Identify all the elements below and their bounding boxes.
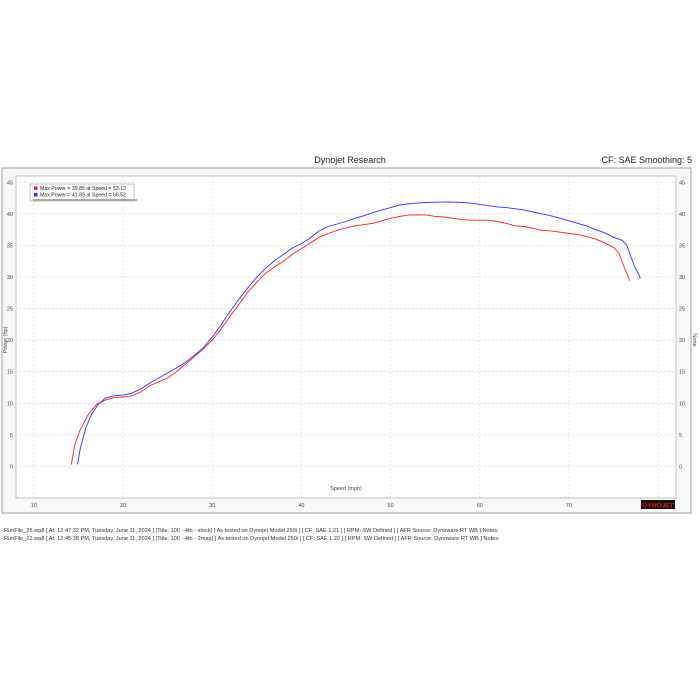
- y2-axis-label: None: [691, 333, 697, 346]
- y-tick-label-right: 40: [679, 212, 685, 218]
- chart-title: Dynojet Research: [314, 155, 386, 165]
- x-tick-label: 40: [298, 503, 304, 509]
- legend-entry-red: Max Power = 39.85 at Speed = 53.13: [40, 186, 126, 192]
- y-tick-labels: 0 0 5 5 10 10 15 15 20 20 25 25 30 30 35 35 40 40 45 45: [7, 180, 685, 470]
- y-tick-label-right: 30: [679, 275, 685, 281]
- x-tick-label: 20: [120, 503, 126, 509]
- y-tick-label-left: 30: [7, 275, 13, 281]
- x-tick-label: 10: [31, 503, 37, 509]
- y-axis-label: Power (hp): [3, 326, 9, 353]
- legend: Max Power = 39.85 at Speed = 53.13 Max P…: [29, 183, 137, 202]
- y-tick-label-right: 0: [679, 464, 682, 470]
- y-tick-label-right: 35: [679, 243, 685, 249]
- y-tick-label-right: 5: [679, 433, 682, 439]
- plot-area: [15, 175, 677, 499]
- series-line-1: [77, 201, 641, 465]
- y-tick-label-left: 35: [7, 243, 13, 249]
- x-axis-label: Speed (mph): [330, 486, 362, 492]
- y-tick-label-left: 15: [7, 370, 13, 376]
- dynojet-logo: DYNOJET: [641, 500, 675, 509]
- run-file-info-2: RunFile_22.wp8 [ At: 12:45:38 PM, Tuesda…: [4, 536, 500, 542]
- y-tick-label-left: 10: [7, 401, 13, 407]
- grid-lines: [16, 176, 676, 498]
- y-tick-label-left: 25: [7, 307, 13, 313]
- x-tick-label: 60: [477, 503, 483, 509]
- y-tick-label-left: 0: [10, 464, 13, 470]
- y-tick-label-left: 5: [10, 433, 13, 439]
- y-tick-label-left: 20: [7, 338, 13, 344]
- logo-text: DYNOJET: [642, 502, 674, 509]
- legend-swatch-blue: [34, 193, 38, 197]
- x-tick-label: 30: [209, 503, 215, 509]
- y-tick-label-right: 25: [679, 307, 685, 313]
- series-lines: [70, 201, 641, 465]
- y-tick-label-left: 40: [7, 212, 13, 218]
- y-tick-label-left: 45: [7, 180, 13, 186]
- run-file-info-1: RunFile_25.wp8 [ At: 12:47:32 PM, Tuesda…: [4, 528, 499, 534]
- x-tick-label: 70: [566, 503, 572, 509]
- y-tick-label-right: 45: [679, 180, 685, 186]
- y-tick-label-right: 20: [679, 338, 685, 344]
- legend-swatch-red: [34, 186, 38, 190]
- legend-entry-blue: Max Power = 41.89 at Speed = 56.52: [40, 193, 126, 199]
- y-tick-label-right: 10: [679, 401, 685, 407]
- y-tick-label-right: 15: [679, 370, 685, 376]
- x-tick-label: 50: [388, 503, 394, 509]
- cf-smoothing-label: CF: SAE Smoothing: 5: [601, 155, 692, 165]
- series-line-0: [70, 214, 631, 465]
